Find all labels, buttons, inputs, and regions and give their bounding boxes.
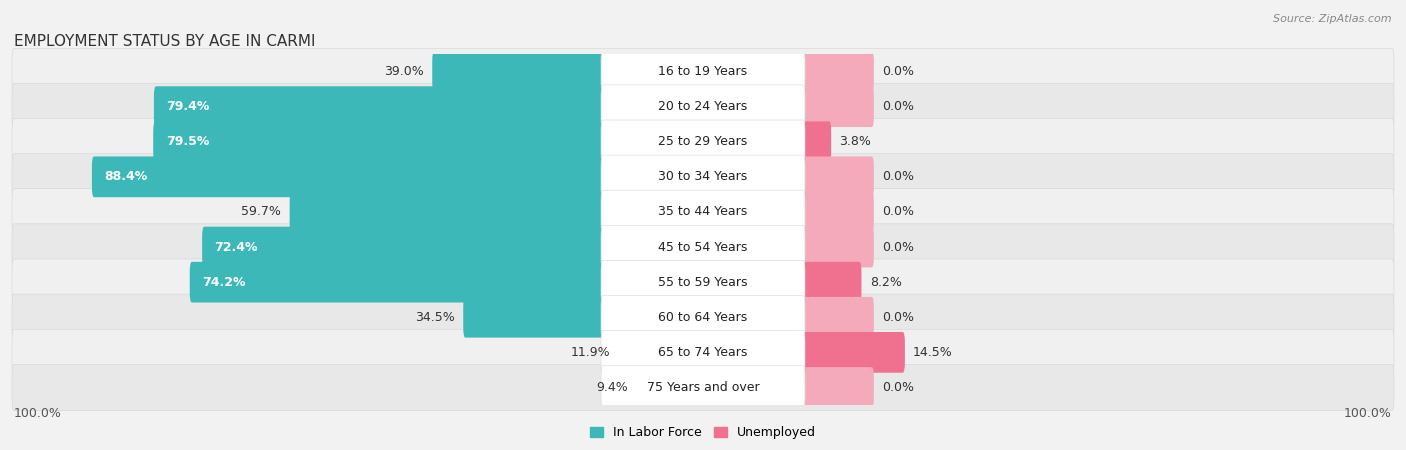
Text: 11.9%: 11.9% [571,346,610,359]
Text: 39.0%: 39.0% [384,65,425,78]
Text: Source: ZipAtlas.com: Source: ZipAtlas.com [1274,14,1392,23]
Text: 65 to 74 Years: 65 to 74 Years [658,346,748,359]
FancyBboxPatch shape [13,259,1393,305]
FancyBboxPatch shape [801,262,862,302]
Text: 88.4%: 88.4% [104,171,148,183]
FancyBboxPatch shape [600,120,806,163]
Text: 0.0%: 0.0% [882,206,914,218]
FancyBboxPatch shape [13,119,1393,165]
Text: 0.0%: 0.0% [882,381,914,394]
Text: 55 to 59 Years: 55 to 59 Years [658,276,748,288]
Text: 0.0%: 0.0% [882,171,914,183]
Text: 45 to 54 Years: 45 to 54 Years [658,241,748,253]
Text: 74.2%: 74.2% [202,276,246,288]
FancyBboxPatch shape [600,331,806,374]
FancyBboxPatch shape [801,192,875,232]
Text: 100.0%: 100.0% [14,407,62,420]
FancyBboxPatch shape [91,157,605,197]
Legend: In Labor Force, Unemployed: In Labor Force, Unemployed [585,421,821,445]
FancyBboxPatch shape [290,192,605,232]
FancyBboxPatch shape [600,190,806,234]
FancyBboxPatch shape [600,225,806,269]
Text: 0.0%: 0.0% [882,241,914,253]
FancyBboxPatch shape [801,51,875,92]
FancyBboxPatch shape [600,155,806,198]
FancyBboxPatch shape [153,122,605,162]
FancyBboxPatch shape [801,86,875,127]
FancyBboxPatch shape [801,122,831,162]
FancyBboxPatch shape [13,154,1393,200]
Text: 25 to 29 Years: 25 to 29 Years [658,135,748,148]
FancyBboxPatch shape [13,49,1393,94]
FancyBboxPatch shape [432,51,605,92]
FancyBboxPatch shape [801,332,905,373]
Text: 0.0%: 0.0% [882,100,914,113]
FancyBboxPatch shape [600,85,806,128]
Text: 16 to 19 Years: 16 to 19 Years [658,65,748,78]
FancyBboxPatch shape [13,364,1393,410]
Text: 35 to 44 Years: 35 to 44 Years [658,206,748,218]
FancyBboxPatch shape [13,224,1393,270]
FancyBboxPatch shape [600,366,806,409]
Text: 0.0%: 0.0% [882,311,914,324]
Text: 100.0%: 100.0% [1344,407,1392,420]
Text: 34.5%: 34.5% [415,311,456,324]
Text: 59.7%: 59.7% [242,206,281,218]
Text: 3.8%: 3.8% [839,135,872,148]
Text: 30 to 34 Years: 30 to 34 Years [658,171,748,183]
Text: 72.4%: 72.4% [215,241,259,253]
Text: 8.2%: 8.2% [870,276,901,288]
FancyBboxPatch shape [13,329,1393,375]
FancyBboxPatch shape [463,297,605,338]
FancyBboxPatch shape [13,84,1393,130]
Text: 60 to 64 Years: 60 to 64 Years [658,311,748,324]
FancyBboxPatch shape [801,297,875,338]
FancyBboxPatch shape [801,227,875,267]
FancyBboxPatch shape [801,367,875,408]
FancyBboxPatch shape [600,261,806,304]
Text: 9.4%: 9.4% [596,381,628,394]
FancyBboxPatch shape [600,296,806,339]
FancyBboxPatch shape [801,157,875,197]
Text: EMPLOYMENT STATUS BY AGE IN CARMI: EMPLOYMENT STATUS BY AGE IN CARMI [14,34,315,49]
FancyBboxPatch shape [13,294,1393,340]
Text: 0.0%: 0.0% [882,65,914,78]
FancyBboxPatch shape [13,189,1393,235]
Text: 75 Years and over: 75 Years and over [647,381,759,394]
FancyBboxPatch shape [600,50,806,93]
FancyBboxPatch shape [190,262,605,302]
FancyBboxPatch shape [153,86,605,127]
Text: 79.5%: 79.5% [166,135,209,148]
Text: 20 to 24 Years: 20 to 24 Years [658,100,748,113]
FancyBboxPatch shape [202,227,605,267]
Text: 79.4%: 79.4% [166,100,209,113]
Text: 14.5%: 14.5% [912,346,953,359]
